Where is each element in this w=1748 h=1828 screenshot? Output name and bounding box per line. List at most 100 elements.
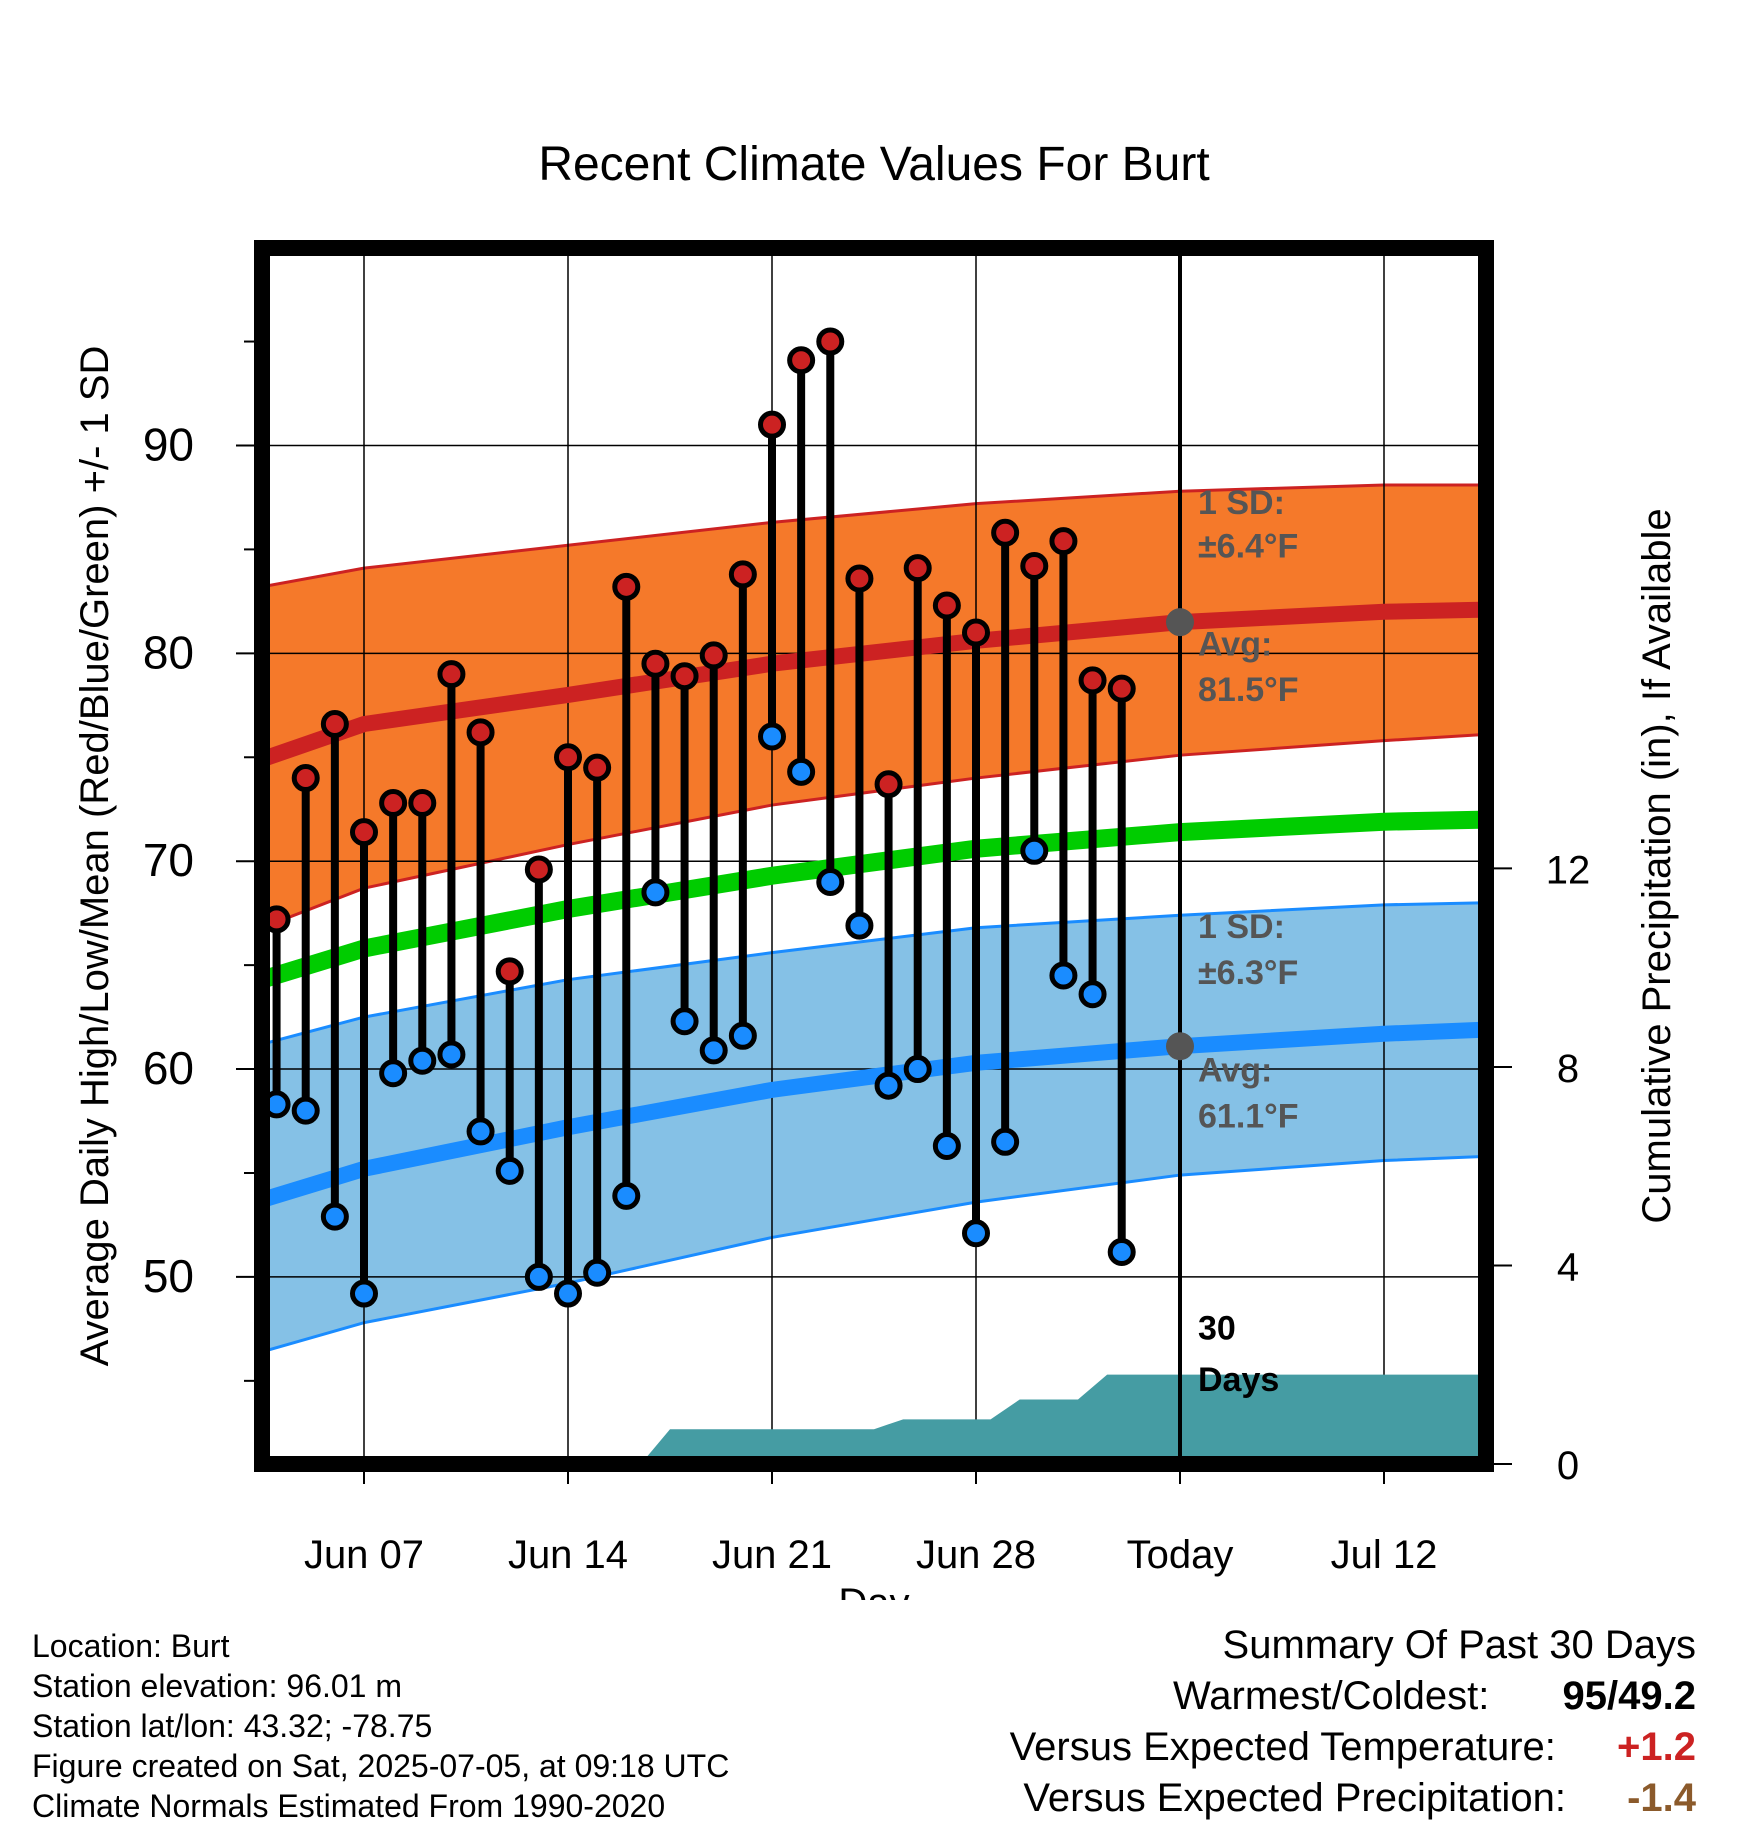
y2-axis-label: Cumulative Precipitation (in), If Availa… [1635, 508, 1679, 1223]
warmest-value: 95/49.2 [1563, 1671, 1696, 1722]
daily-high-point [670, 662, 699, 691]
today-low-avg-dot [1166, 1032, 1194, 1061]
daily-high-point [1049, 527, 1078, 556]
precip-days-count: 30 [1198, 1309, 1236, 1347]
daily-high-point [699, 641, 728, 670]
elevation-text: Station elevation: 96.01 m [32, 1668, 403, 1704]
high-sd-lower-edge [262, 732, 1486, 930]
warmest-sep: / [1607, 1674, 1619, 1718]
latlon-text: Station lat/lon: 43.32; -78.75 [32, 1708, 433, 1744]
y-axis-label: Average Daily High/Low/Mean (Red/Blue/Gr… [73, 346, 117, 1367]
daily-low-point [845, 911, 874, 940]
daily-high-point [466, 718, 495, 747]
daily-high-point [816, 327, 845, 356]
daily-high-point [962, 618, 990, 647]
y-tick-label: 90 [143, 418, 194, 470]
daily-low-point [437, 1040, 466, 1069]
precip-days-label: Days [1198, 1361, 1279, 1399]
daily-high-point [554, 743, 582, 772]
precip-area [262, 1374, 1486, 1464]
daily-low-point [874, 1071, 903, 1100]
low-sd-band [262, 902, 1486, 1352]
low-sd-value: ±6.3°F [1198, 954, 1298, 992]
precip-value: -1.4 [1627, 1776, 1696, 1820]
warmest-label: Warmest/Coldest: [1173, 1674, 1490, 1718]
daily-high-point [350, 818, 378, 847]
daily-low-point [932, 1131, 961, 1160]
today-high-avg-dot [1166, 608, 1194, 637]
x-tick-label: Today [1127, 1533, 1234, 1577]
daily-high-point [903, 554, 932, 583]
y-tick-label: 50 [143, 1250, 194, 1302]
daily-low-point [1078, 980, 1107, 1009]
daily-low-point [903, 1055, 932, 1084]
daily-high-point [758, 410, 786, 439]
daily-high-point [583, 753, 612, 782]
temp-label: Versus Expected Temperature: [1009, 1725, 1556, 1769]
daily-high-point [320, 710, 349, 739]
y-tick-label: 60 [143, 1042, 194, 1094]
daily-low-point [816, 867, 845, 896]
chart-title: Recent Climate Values For Burt [538, 138, 1209, 191]
high-normal-line [262, 601, 1486, 767]
normals-text: Climate Normals Estimated From 1990-2020 [32, 1788, 666, 1824]
daily-high-point [641, 649, 670, 678]
summary-title: Summary Of Past 30 Days [1222, 1623, 1696, 1667]
daily-low-point [554, 1279, 582, 1308]
high-avg-value: 81.5°F [1198, 671, 1299, 709]
daily-high-point [291, 764, 320, 793]
x-tick-label: Jun 28 [916, 1533, 1036, 1577]
plot-frame [254, 240, 1494, 1472]
low-sd-upper-edge [262, 901, 1486, 1046]
daily-high-point [1020, 552, 1049, 581]
summary-temp-row: Versus Expected Temperature: +1.2 [1010, 1722, 1696, 1773]
high-sd-label: 1 SD: [1198, 484, 1285, 522]
temp-value: +1.2 [1617, 1725, 1696, 1769]
y2-tick-label: 4 [1557, 1245, 1579, 1289]
daily-high-point [728, 560, 757, 589]
low-avg-value: 61.1°F [1198, 1097, 1299, 1135]
daily-low-point [641, 878, 670, 907]
daily-low-point [466, 1117, 495, 1146]
x-tick-label: Jun 14 [508, 1533, 628, 1577]
daily-low-point [758, 722, 786, 751]
daily-high-point [1078, 666, 1107, 695]
low-sd-lower-edge [262, 1154, 1486, 1354]
location-text: Location: Burt [32, 1628, 230, 1664]
summary-precip-row: Versus Expected Precipitation: -1.4 [1010, 1773, 1696, 1824]
low-avg-label: Avg: [1198, 1052, 1272, 1090]
daily-low-point [1049, 961, 1078, 990]
daily-high-point [932, 591, 961, 620]
daily-high-point [991, 518, 1020, 547]
daily-low-point [291, 1096, 320, 1125]
warmest-low: 49.2 [1618, 1674, 1696, 1718]
y-tick-label: 80 [143, 626, 194, 678]
x-tick-label: Jul 12 [1331, 1533, 1438, 1577]
daily-low-point [495, 1156, 524, 1185]
high-sd-value: ±6.4°F [1198, 528, 1298, 566]
daily-low-point [670, 1007, 699, 1036]
daily-high-point [524, 855, 553, 884]
y2-tick-label: 0 [1557, 1444, 1579, 1488]
y2-tick-label: 8 [1557, 1047, 1579, 1091]
mean-normal-line [262, 810, 1486, 989]
x-tick-label: Jun 21 [712, 1533, 832, 1577]
created-text: Figure created on Sat, 2025-07-05, at 09… [32, 1748, 730, 1784]
high-avg-label: Avg: [1198, 625, 1272, 663]
daily-low-point [991, 1127, 1020, 1156]
warmest-high: 95 [1562, 1674, 1608, 1718]
daily-low-point [350, 1279, 378, 1308]
daily-low-point [1020, 836, 1049, 865]
daily-high-point [408, 788, 437, 817]
x-tick-label: Jun 07 [304, 1533, 424, 1577]
daily-low-point [1107, 1237, 1136, 1266]
daily-low-point [699, 1036, 728, 1065]
daily-high-point [379, 788, 408, 817]
summary-panel: Summary Of Past 30 Days Warmest/Coldest:… [1010, 1620, 1696, 1824]
daily-high-point [1107, 674, 1136, 703]
daily-high-point [612, 572, 641, 601]
x-axis-label: Day [838, 1581, 909, 1600]
low-sd-label: 1 SD: [1198, 908, 1285, 946]
daily-high-point [787, 346, 816, 375]
daily-low-point [612, 1181, 641, 1210]
